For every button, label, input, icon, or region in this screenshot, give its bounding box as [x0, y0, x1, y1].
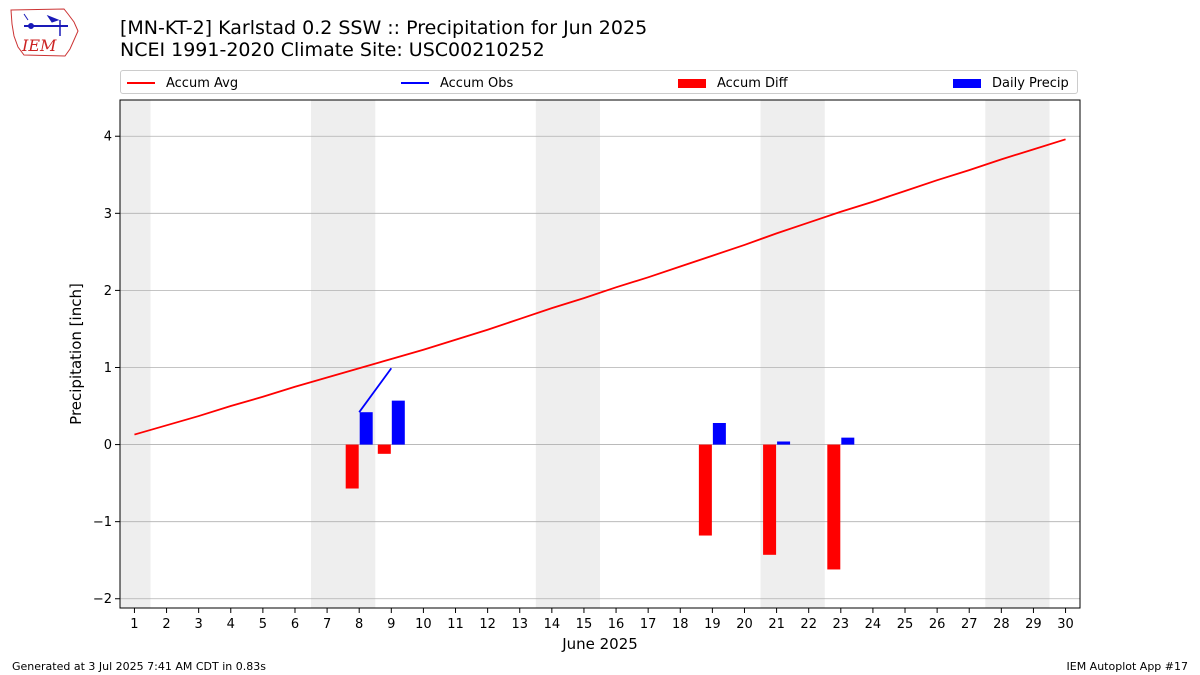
x-tick-label-10: 10 — [415, 617, 432, 632]
x-tick-label-6: 6 — [291, 617, 299, 632]
x-tick-label-5: 5 — [259, 617, 267, 632]
x-tick-label-7: 7 — [323, 617, 331, 632]
x-tick-label-9: 9 — [387, 617, 395, 632]
x-tick-label-15: 15 — [576, 617, 593, 632]
legend-item-daily-precip: Daily Precip — [953, 74, 1069, 92]
y-tick-label-2: 2 — [104, 284, 112, 299]
x-tick-label-2: 2 — [162, 617, 170, 632]
y-tick-label-4: 4 — [104, 130, 112, 145]
legend-swatch-accum-diff — [678, 78, 706, 88]
x-tick-label-8: 8 — [355, 617, 363, 632]
x-tick-label-20: 20 — [736, 617, 753, 632]
plot-frame — [119, 99, 1081, 609]
y-tick-label--1: −1 — [93, 515, 112, 530]
x-tick-label-16: 16 — [608, 617, 625, 632]
x-tick-label-1: 1 — [130, 617, 138, 632]
legend-item-accum-diff: Accum Diff — [678, 74, 788, 92]
x-axis-label: June 2025 — [561, 635, 638, 653]
iowa-state-outline-icon — [10, 8, 79, 57]
iem-logo: IEM — [10, 8, 79, 57]
legend-swatch-accum-avg — [127, 82, 155, 84]
legend-label-daily-precip: Daily Precip — [992, 75, 1069, 91]
chart-title: [MN-KT-2] Karlstad 0.2 SSW :: Precipitat… — [120, 17, 647, 61]
y-tick-label-0: 0 — [104, 438, 112, 453]
daily-precip-bar-day-19 — [712, 422, 726, 445]
y-axis-label: Precipitation [inch] — [67, 283, 85, 425]
legend-label-accum-avg: Accum Avg — [166, 75, 239, 91]
x-tick-label-28: 28 — [993, 617, 1010, 632]
x-tick-label-26: 26 — [929, 617, 946, 632]
accum-diff-bar-day-21 — [763, 444, 777, 555]
weekend-band-5 — [985, 100, 1050, 608]
accum-diff-bar-day-23 — [827, 444, 841, 570]
x-tick-label-17: 17 — [640, 617, 657, 632]
x-tick-label-12: 12 — [479, 617, 496, 632]
legend-label-accum-obs: Accum Obs — [440, 75, 514, 91]
title-line-2: NCEI 1991-2020 Climate Site: USC00210252 — [120, 39, 545, 61]
footer-app: IEM Autoplot App #17 — [1066, 660, 1189, 673]
accum-obs-line — [358, 367, 393, 413]
legend-swatch-accum-obs — [401, 82, 429, 84]
title-line-1: [MN-KT-2] Karlstad 0.2 SSW :: Precipitat… — [120, 17, 648, 39]
y-tick-label--2: −2 — [93, 592, 112, 607]
daily-precip-bar-day-9 — [391, 400, 405, 445]
legend-label-accum-diff: Accum Diff — [717, 75, 788, 91]
x-tick-label-4: 4 — [227, 617, 235, 632]
x-tick-label-19: 19 — [704, 617, 721, 632]
x-tick-label-21: 21 — [768, 617, 785, 632]
accum-diff-bar-day-9 — [377, 444, 391, 454]
weekend-band-2 — [311, 100, 376, 608]
weekend-band-1 — [120, 100, 151, 608]
x-tick-label-27: 27 — [961, 617, 978, 632]
logo-text: IEM — [21, 36, 57, 55]
daily-precip-bar-day-8 — [359, 412, 373, 445]
accum-avg-line — [134, 138, 1066, 436]
x-tick-label-24: 24 — [865, 617, 882, 632]
x-tick-label-30: 30 — [1057, 617, 1074, 632]
daily-precip-bar-day-23 — [841, 437, 855, 445]
x-tick-label-22: 22 — [800, 617, 817, 632]
footer-generated: Generated at 3 Jul 2025 7:41 AM CDT in 0… — [12, 660, 266, 673]
accum-diff-bar-day-19 — [698, 444, 712, 536]
x-tick-label-23: 23 — [833, 617, 850, 632]
weekend-band-3 — [535, 100, 600, 608]
accum-diff-bar-day-8 — [345, 444, 359, 489]
x-tick-label-25: 25 — [897, 617, 914, 632]
y-tick-label-3: 3 — [104, 207, 112, 222]
chart-legend: Accum Avg Accum Obs Accum Diff Daily Pre… — [120, 70, 1078, 94]
x-tick-label-29: 29 — [1025, 617, 1042, 632]
legend-item-accum-obs: Accum Obs — [401, 74, 513, 92]
legend-item-accum-avg: Accum Avg — [127, 74, 238, 92]
x-tick-label-11: 11 — [447, 617, 464, 632]
x-tick-label-3: 3 — [195, 617, 203, 632]
legend-swatch-daily-precip — [953, 78, 981, 88]
x-tick-label-18: 18 — [672, 617, 689, 632]
daily-precip-bar-day-21 — [777, 441, 791, 445]
x-tick-label-13: 13 — [511, 617, 528, 632]
y-tick-label-1: 1 — [104, 361, 112, 376]
weather-station-icon — [23, 13, 68, 36]
x-tick-label-14: 14 — [544, 617, 561, 632]
